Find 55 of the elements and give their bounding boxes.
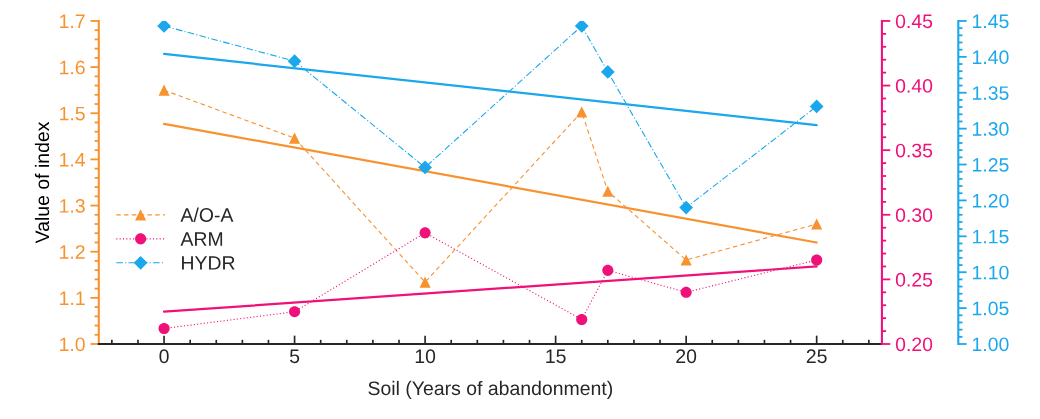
y2-tick-label: 0.20	[895, 337, 933, 352]
y-tick-label: 1.3	[60, 199, 85, 213]
y2-tick-label: 0.30	[895, 208, 933, 223]
point	[158, 84, 170, 96]
x-axis-title: Soil (Years of abandonment)	[368, 380, 613, 399]
point	[419, 276, 431, 288]
y-tick-label: 1.5	[60, 106, 85, 121]
y-tick-label: 1.2	[60, 245, 85, 259]
point	[811, 254, 823, 266]
point	[679, 200, 694, 215]
y3-tick-label: 1.40	[972, 50, 1009, 65]
y3-tick-label: 1.30	[972, 122, 1009, 136]
x-tick-label: 20	[676, 349, 697, 364]
y-tick-label: 1.7	[60, 14, 85, 28]
y-axis-title: Value of index	[34, 121, 50, 244]
x-tick-label: 5	[289, 349, 300, 364]
y3-tick-label: 1.00	[972, 337, 1009, 352]
point	[574, 20, 589, 33]
legend-label: A/O-A	[180, 207, 234, 222]
y2-tick-label: 0.45	[895, 14, 933, 29]
y3-tick-label: 1.10	[972, 265, 1009, 280]
x-tick-label: 0	[159, 349, 169, 364]
point	[158, 322, 170, 335]
point	[680, 254, 692, 266]
x-tick-label: 15	[546, 349, 566, 364]
point	[287, 54, 302, 69]
y-tick-label: 1.6	[60, 60, 85, 75]
point	[602, 264, 614, 276]
y3-tick-label: 1.20	[972, 193, 1009, 208]
point	[602, 185, 614, 197]
y-tick-label: 1.1	[60, 291, 85, 305]
y-tick-label: 1.4	[60, 153, 86, 167]
point	[811, 218, 823, 230]
legend-label: HYDR	[182, 256, 235, 270]
point	[289, 132, 301, 144]
y2-tick-label: 0.25	[895, 272, 933, 287]
point	[576, 313, 588, 325]
legend-label: ARM	[180, 232, 223, 246]
point	[418, 160, 432, 175]
y3-tick-label: 1.05	[972, 301, 1009, 316]
point	[419, 227, 431, 239]
point	[289, 306, 301, 318]
x-tick-label: 25	[806, 349, 827, 364]
y2-tick-label: 0.35	[895, 143, 933, 158]
point	[157, 20, 171, 33]
y3-tick-label: 1.35	[972, 86, 1009, 100]
x-tick-label: 10	[415, 349, 436, 364]
y3-tick-label: 1.15	[972, 229, 1009, 244]
point	[680, 286, 692, 298]
point	[809, 99, 824, 114]
y3-tick-label: 1.45	[972, 14, 1009, 29]
y2-tick-label: 0.40	[895, 79, 933, 93]
y-tick-label: 1.0	[60, 337, 85, 352]
point	[600, 65, 615, 79]
y3-tick-label: 1.25	[972, 158, 1009, 172]
